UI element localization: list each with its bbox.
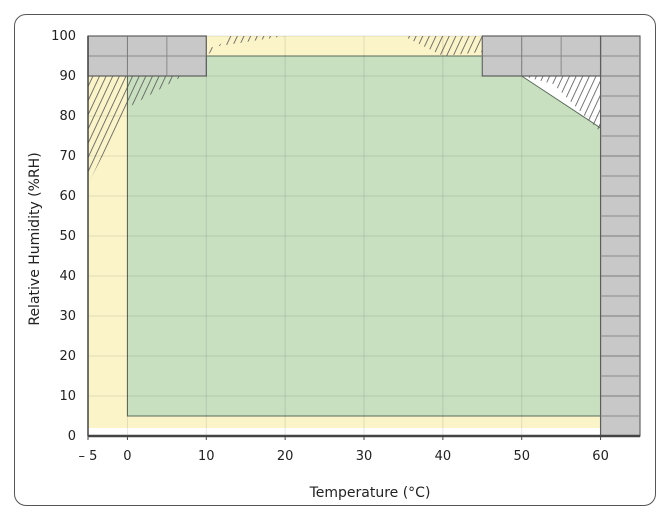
y-tick-label: 20 <box>59 349 76 364</box>
y-axis-label: Relative Humidity (%RH) <box>27 152 43 325</box>
y-tick-label: 80 <box>59 109 76 124</box>
x-axis-label: Temperature (°C) <box>309 485 431 501</box>
y-tick-label: 40 <box>59 269 76 284</box>
y-tick-label: 70 <box>59 149 76 164</box>
x-tick-label: 60 <box>592 449 609 464</box>
chart-frame: 0 10 20 30 40 50 60 70 80 90 100– 5 0 10 20 30 40 50 60 T… <box>14 14 656 506</box>
x-tick-label: 40 <box>435 449 452 464</box>
y-tick-label: 100 <box>51 29 76 44</box>
x-tick-label: 50 <box>513 449 530 464</box>
x-tick-label: 10 <box>198 449 215 464</box>
y-tick-label: 60 <box>59 189 76 204</box>
x-tick-label: 0 <box>123 449 131 464</box>
x-tick-label: 20 <box>277 449 294 464</box>
y-tick-label: 30 <box>59 309 76 324</box>
x-tick-label: 30 <box>356 449 373 464</box>
hatched-region <box>206 36 286 56</box>
hatched-region <box>403 36 483 56</box>
hatched-region <box>127 76 183 108</box>
hatched-region <box>521 76 601 132</box>
y-tick-label: 50 <box>59 229 76 244</box>
hatched-region <box>88 76 128 184</box>
x-tick-label: – 5 <box>79 449 98 464</box>
y-tick-label: 10 <box>59 389 76 404</box>
hatch-layer <box>88 36 601 184</box>
y-tick-label: 0 <box>68 429 76 444</box>
y-tick-label: 90 <box>59 69 76 84</box>
